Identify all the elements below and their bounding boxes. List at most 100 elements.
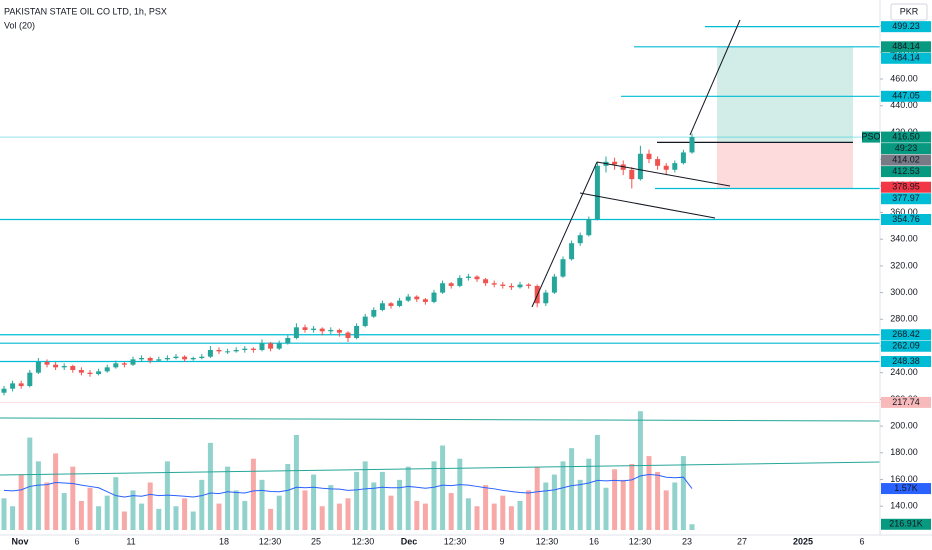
candle-body xyxy=(87,372,93,375)
volume-bar xyxy=(483,485,489,530)
volume-tag-label: 216.91K xyxy=(889,519,923,529)
position-profit xyxy=(717,46,853,143)
x-tick-label: 23 xyxy=(682,536,692,546)
volume-bar xyxy=(500,495,506,530)
y-tick-label: 240.00 xyxy=(890,367,918,377)
candle-body xyxy=(18,383,24,387)
volume-bar xyxy=(182,498,188,530)
trendline xyxy=(579,192,716,219)
volume-bar xyxy=(336,503,342,530)
volume-bar xyxy=(397,479,403,530)
trendline xyxy=(596,161,731,187)
volume-bar xyxy=(637,411,643,530)
candle-body xyxy=(130,359,136,365)
volume-bar xyxy=(35,461,41,530)
volume-bar xyxy=(18,474,24,530)
candle-body xyxy=(190,358,196,360)
price-tag-label: 377.97 xyxy=(892,193,920,203)
candle-body xyxy=(663,165,669,170)
x-tick-label: 25 xyxy=(311,536,321,546)
y-tick-label: 180.00 xyxy=(890,447,918,457)
candle-body xyxy=(199,356,205,359)
trendline xyxy=(0,461,881,476)
volume-bar xyxy=(207,442,213,530)
volume-bar xyxy=(147,482,153,530)
volume-bar xyxy=(448,493,454,530)
price-tag xyxy=(881,213,931,225)
volume-bar xyxy=(156,508,162,530)
y-tick-label: 280.00 xyxy=(890,314,918,324)
volume-bar xyxy=(44,482,50,530)
volume-bar xyxy=(612,469,618,530)
volume-tag-label: 1.57K xyxy=(894,483,918,493)
volume-bar xyxy=(689,524,695,530)
candle-body xyxy=(655,159,661,166)
candle-body xyxy=(182,356,188,360)
currency-box[interactable] xyxy=(890,3,928,21)
x-tick-label: Nov xyxy=(11,536,28,546)
candle-body xyxy=(336,329,342,333)
volume-bar xyxy=(672,482,678,530)
volume-bar xyxy=(199,479,205,530)
price-tag-label: 412.53 xyxy=(892,166,920,176)
candle-body xyxy=(646,153,652,160)
volume-title: Vol (20) xyxy=(4,20,35,30)
volume-bar xyxy=(663,490,669,530)
candle-body xyxy=(242,348,248,350)
candle-body xyxy=(672,163,678,170)
price-tag xyxy=(881,154,931,166)
countdown-tag xyxy=(881,143,931,155)
volume-bar xyxy=(113,477,119,530)
x-tick-label: 12:30 xyxy=(444,536,467,546)
volume-bar xyxy=(121,511,127,530)
candle-body xyxy=(414,296,420,300)
y-tick-label: 440.00 xyxy=(890,100,918,110)
symbol-tag xyxy=(862,131,880,143)
x-tick-label: 6 xyxy=(74,536,79,546)
volume-bar xyxy=(216,503,222,530)
candle-body xyxy=(70,366,76,371)
volume-bar xyxy=(534,466,540,530)
candle-body xyxy=(612,161,618,165)
x-tick-label: 27 xyxy=(737,536,747,546)
volume-bar xyxy=(104,495,110,530)
candle-body xyxy=(474,276,480,280)
x-tick-label: 11 xyxy=(126,536,135,546)
price-tag-label: 416.50 xyxy=(892,131,920,141)
volume-bar xyxy=(371,482,377,530)
volume-bar xyxy=(302,490,308,530)
y-tick-label: 200.00 xyxy=(890,420,918,430)
price-tag-label: 378.95 xyxy=(892,182,920,192)
volume-bar xyxy=(594,434,600,530)
volume-bar xyxy=(139,503,145,530)
volume-bar xyxy=(190,511,196,530)
candle-body xyxy=(1,388,7,393)
candle-body xyxy=(328,329,334,332)
volume-bar xyxy=(551,474,557,530)
price-tag xyxy=(881,329,931,341)
volume-bar xyxy=(293,434,299,530)
candle-body xyxy=(207,349,213,357)
position-loss xyxy=(717,142,853,189)
currency: PKR xyxy=(900,6,919,16)
volume-bar xyxy=(526,490,532,530)
y-tick-label: 140.00 xyxy=(890,501,918,511)
candle-body xyxy=(397,300,403,306)
price-tag xyxy=(881,396,931,408)
price-tag-label: 484.14 xyxy=(892,53,920,63)
volume-bar xyxy=(319,506,325,530)
x-tick-label: 2025 xyxy=(793,536,813,546)
price-tag xyxy=(881,355,931,367)
candle-body xyxy=(285,337,291,344)
candle-body xyxy=(259,343,265,350)
price-tag xyxy=(881,181,931,193)
candle-body xyxy=(637,153,643,180)
volume-bar xyxy=(586,458,592,530)
candle-body xyxy=(27,372,33,387)
symbol-tag-label: PSO xyxy=(861,131,880,141)
y-tick-label: 340.00 xyxy=(890,234,918,244)
volume-tag xyxy=(881,518,931,530)
candle-body xyxy=(113,363,119,368)
volume-bar xyxy=(629,464,635,530)
